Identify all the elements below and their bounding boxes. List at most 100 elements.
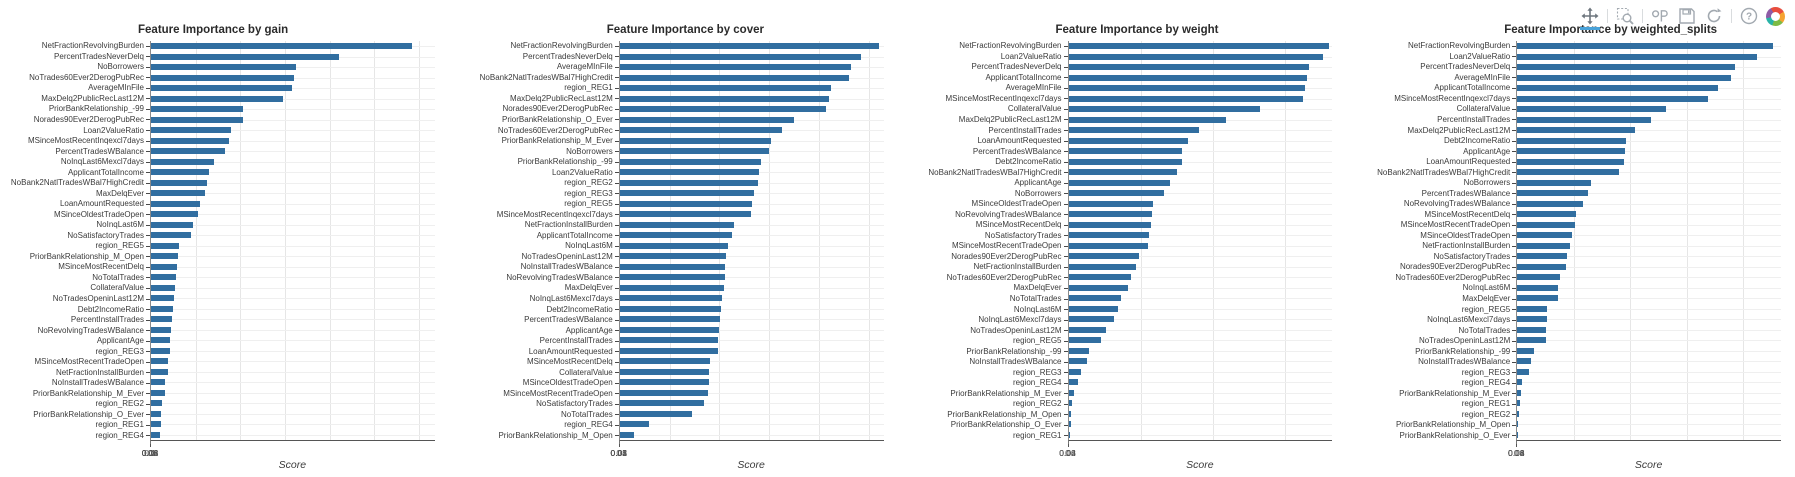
importance-bar xyxy=(151,421,161,428)
row-gridline xyxy=(151,382,435,384)
x-major-tick xyxy=(1516,441,1518,447)
feature-name: PriorBankRelationship_O_Ever xyxy=(33,409,144,419)
y-tick-mark xyxy=(614,435,619,437)
row-gridline xyxy=(151,119,435,121)
pan-tool-button[interactable] xyxy=(1580,6,1600,30)
importance-bar xyxy=(151,389,165,396)
bar-row xyxy=(151,241,435,252)
feature-name: MaxDelqEver xyxy=(1013,283,1062,293)
bar-row xyxy=(619,367,884,378)
x-minor-tick xyxy=(1067,441,1069,444)
y-tick-mark xyxy=(1063,172,1068,174)
row-gridline xyxy=(619,245,884,247)
y-tick-label: NoInstallTradesWBalance xyxy=(0,378,150,389)
row-gridline xyxy=(1517,172,1781,174)
y-tick-label: PercentTradesNeverDelq xyxy=(449,52,619,63)
y-tick-label: PercentTradesNeverDelq xyxy=(1346,62,1517,73)
y-tick-label: MSinceOldestTradeOpen xyxy=(0,210,150,221)
plot-area[interactable] xyxy=(1067,41,1333,441)
x-major-tick xyxy=(150,441,151,447)
importance-bar xyxy=(1517,200,1583,207)
y-tick-mark xyxy=(614,140,619,142)
bar-row xyxy=(1517,52,1781,63)
row-gridline xyxy=(619,392,884,394)
feature-name: NoInqLast6M xyxy=(1013,304,1062,314)
y-tick-label: NoSatisfactoryTrades xyxy=(449,399,619,410)
bar-row xyxy=(151,136,435,147)
y-tick-label: NoTotalTrades xyxy=(0,273,150,284)
y-tick-label: region_REG1 xyxy=(898,431,1068,442)
row-gridline xyxy=(1517,298,1781,300)
wheel-zoom-tool-button[interactable] xyxy=(1650,6,1670,26)
x-tick-label: 0.02 xyxy=(1059,448,1076,458)
save-tool-button[interactable] xyxy=(1677,6,1697,26)
row-gridline xyxy=(151,182,435,184)
feature-name: region_REG4 xyxy=(95,430,144,440)
row-gridline xyxy=(151,130,435,132)
importance-bar xyxy=(619,431,635,438)
y-tick-label: PercentTradesWBalance xyxy=(898,146,1068,157)
toolbar-separator xyxy=(1731,9,1732,23)
y-tick-label: region_REG5 xyxy=(0,241,150,252)
importance-bar xyxy=(1517,116,1651,123)
y-tick-mark xyxy=(146,119,150,121)
plot-area[interactable] xyxy=(618,41,884,441)
bar-row xyxy=(1068,272,1333,283)
importance-bar xyxy=(619,358,711,365)
feature-name: MSinceMostRecentTradeOpen xyxy=(503,388,613,398)
y-tick-mark xyxy=(1063,193,1068,195)
y-tick-mark xyxy=(614,382,619,384)
box-zoom-tool-button[interactable] xyxy=(1615,6,1635,26)
feature-name: region_REG2 xyxy=(1461,409,1511,419)
reset-tool-button[interactable] xyxy=(1704,6,1724,26)
y-tick-mark xyxy=(614,330,619,332)
pan-icon xyxy=(1581,7,1599,25)
feature-name: PriorBankRelationship_M_Open xyxy=(947,409,1062,419)
plot-area[interactable] xyxy=(1516,41,1781,441)
y-tick-mark xyxy=(146,393,150,395)
importance-bar xyxy=(1068,389,1074,396)
feature-name: MSinceOldestTradeOpen xyxy=(54,209,144,219)
bar-row xyxy=(1517,251,1781,262)
row-gridline xyxy=(1068,340,1333,342)
y-tick-mark xyxy=(1063,340,1068,342)
y-tick-mark xyxy=(146,151,150,153)
row-gridline xyxy=(151,151,435,153)
bar-row xyxy=(1068,346,1333,357)
y-tick-label: CollateralValue xyxy=(1346,104,1517,115)
row-gridline xyxy=(619,340,884,342)
bar-row xyxy=(1068,104,1333,115)
row-gridline xyxy=(1517,256,1781,258)
bokeh-logo[interactable] xyxy=(1766,6,1785,26)
y-tick-label: region_REG5 xyxy=(449,199,619,210)
y-tick-label: PriorBankRelationship_O_Ever xyxy=(449,115,619,126)
y-tick-mark xyxy=(1512,319,1517,321)
importance-bar xyxy=(1068,284,1129,291)
importance-bar xyxy=(1517,379,1523,386)
feature-name: NoTrades60Ever2DerogPubRec xyxy=(946,272,1062,282)
y-tick-label: NoTrades60Ever2DerogPubRec xyxy=(898,273,1068,284)
y-tick-mark xyxy=(146,298,150,300)
feature-name: NoSatisfactoryTrades xyxy=(984,230,1062,240)
importance-bar xyxy=(1517,337,1547,344)
importance-bar xyxy=(1068,295,1122,302)
y-tick-label: Loan2ValueRatio xyxy=(449,167,619,178)
x-tick-label: 0.08 xyxy=(1507,448,1525,458)
feature-name: NetFractionRevolvingBurden xyxy=(41,41,144,51)
plot-area[interactable] xyxy=(150,41,435,441)
y-tick-label: MSinceMostRecentTradeOpen xyxy=(1346,220,1517,231)
importance-bar xyxy=(151,431,161,438)
bar-row xyxy=(619,283,884,294)
bar-row xyxy=(619,94,884,105)
y-tick-label: AverageMInFile xyxy=(1346,73,1517,84)
x-tick-label: 0.06 xyxy=(1059,448,1076,458)
y-tick-label: MSinceMostRecentInqexcl7days xyxy=(449,210,619,221)
y-tick-mark xyxy=(1512,214,1517,216)
y-tick-mark xyxy=(614,203,619,205)
bar-row xyxy=(619,167,884,178)
importance-bar xyxy=(1068,106,1260,113)
help-tool-button[interactable]: ? xyxy=(1739,6,1759,26)
bar-row xyxy=(1517,94,1781,105)
y-tick-label: NoBank2NatlTradesWBal7HighCredit xyxy=(449,73,619,84)
y-tick-label: NoSatisfactoryTrades xyxy=(0,231,150,242)
